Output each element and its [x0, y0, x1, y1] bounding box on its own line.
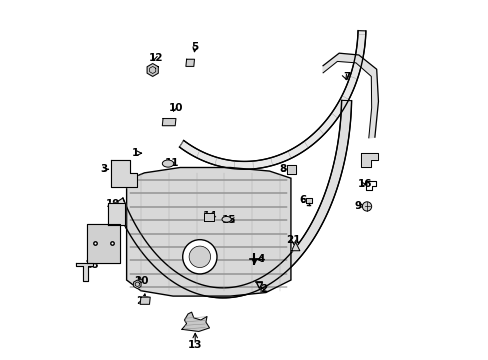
- Text: 14: 14: [202, 211, 217, 221]
- Polygon shape: [185, 59, 194, 66]
- Polygon shape: [114, 100, 351, 298]
- Polygon shape: [179, 31, 365, 169]
- Text: 4: 4: [257, 254, 264, 264]
- Polygon shape: [182, 312, 209, 332]
- Polygon shape: [323, 53, 378, 138]
- Text: 10: 10: [168, 103, 183, 113]
- Polygon shape: [133, 280, 141, 289]
- Text: 15: 15: [222, 215, 236, 225]
- Polygon shape: [86, 224, 120, 263]
- Text: 1: 1: [132, 148, 139, 158]
- Polygon shape: [76, 263, 93, 281]
- Text: 17: 17: [108, 251, 122, 261]
- Circle shape: [189, 246, 210, 267]
- Text: 11: 11: [165, 158, 179, 168]
- Text: 9: 9: [354, 201, 361, 211]
- Polygon shape: [162, 118, 176, 126]
- Ellipse shape: [222, 216, 231, 222]
- Text: 20: 20: [134, 276, 149, 286]
- Polygon shape: [108, 203, 124, 225]
- Polygon shape: [291, 242, 299, 251]
- Text: 7: 7: [343, 72, 350, 82]
- Circle shape: [183, 240, 217, 274]
- Text: 19: 19: [106, 199, 120, 209]
- Text: 5: 5: [191, 42, 199, 52]
- Text: 8: 8: [279, 164, 286, 174]
- Polygon shape: [204, 213, 213, 221]
- Polygon shape: [147, 64, 158, 76]
- Circle shape: [362, 202, 371, 211]
- Polygon shape: [110, 160, 137, 187]
- Text: 16: 16: [357, 179, 372, 189]
- Text: 6: 6: [299, 195, 306, 205]
- Ellipse shape: [162, 160, 173, 167]
- Text: 18: 18: [84, 260, 99, 270]
- Text: 22: 22: [136, 296, 151, 306]
- Text: 12: 12: [148, 53, 163, 63]
- Polygon shape: [286, 165, 295, 174]
- Polygon shape: [360, 153, 378, 167]
- Polygon shape: [126, 167, 290, 296]
- Text: 3: 3: [100, 164, 107, 174]
- Polygon shape: [140, 297, 150, 304]
- Text: 2: 2: [260, 284, 267, 294]
- Text: 13: 13: [187, 340, 202, 350]
- Text: 21: 21: [286, 235, 301, 245]
- Polygon shape: [305, 198, 311, 203]
